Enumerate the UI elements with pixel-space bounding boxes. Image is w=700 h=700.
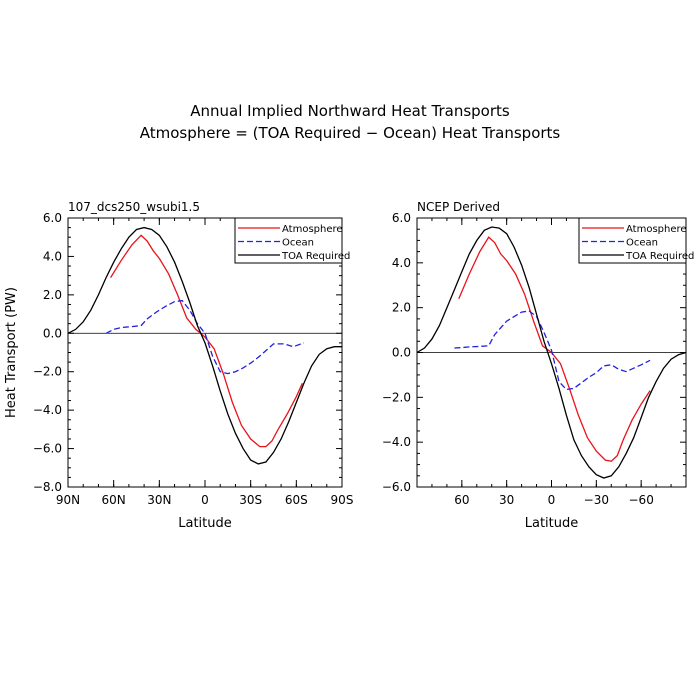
- y-tick-label: −2.0: [33, 365, 62, 379]
- legend-label: TOA Required: [281, 251, 350, 262]
- y-tick-label: −6.0: [382, 480, 411, 494]
- y-tick-label: 2.0: [43, 288, 62, 302]
- legend-label: TOA Required: [625, 251, 694, 262]
- legend-label: Atmosphere: [626, 224, 687, 235]
- y-tick-label: −8.0: [33, 480, 62, 494]
- x-tick-label: 60S: [285, 493, 308, 507]
- panel-title: NCEP Derived: [417, 200, 500, 214]
- legend-box: [578, 217, 687, 264]
- figure-subtitle: Atmosphere = (TOA Required − Ocean) Heat…: [140, 124, 561, 142]
- y-tick-label: −6.0: [33, 442, 62, 456]
- x-tick-label: 0: [548, 493, 556, 507]
- series-line-atmosphere: [110, 234, 303, 448]
- x-tick-label: 90N: [56, 493, 80, 507]
- x-tick-label: 30: [499, 493, 514, 507]
- y-tick-label: 6.0: [43, 211, 62, 225]
- figure-title: Annual Implied Northward Heat Transports: [190, 102, 510, 120]
- x-axis-label: Latitude: [525, 516, 579, 531]
- x-tick-label: 90S: [331, 493, 354, 507]
- y-tick-label: 4.0: [392, 256, 411, 270]
- panel-left: −8.0 −6.0 −4.0 −2.0 0.0 2.0 4.0 6.0 90N 60N 30N 0 30…: [4, 200, 353, 531]
- x-tick-label: −30: [584, 493, 609, 507]
- series-line-ocean: [454, 310, 651, 391]
- legend: Atmosphere Ocean TOA Required: [234, 217, 350, 264]
- y-axis-label: Heat Transport (PW): [4, 287, 19, 418]
- x-tick-label: 60N: [102, 493, 126, 507]
- x-tick-label: 60: [454, 493, 469, 507]
- y-tick-label: 0.0: [392, 346, 411, 360]
- series-line-toa-required: [67, 226, 342, 465]
- y-tick-label: 6.0: [392, 211, 411, 225]
- x-tick-label: 30S: [239, 493, 262, 507]
- series-line-atmosphere: [458, 236, 651, 462]
- x-axis-label: Latitude: [178, 516, 232, 531]
- y-tick-label: −4.0: [382, 435, 411, 449]
- y-tick-label: 0.0: [43, 326, 62, 340]
- x-tick-label: 0: [201, 493, 209, 507]
- y-tick-label: −4.0: [33, 403, 62, 417]
- y-tick-label: −2.0: [382, 390, 411, 404]
- legend-label: Ocean: [626, 238, 658, 249]
- legend-label: Ocean: [282, 238, 314, 249]
- y-tick-label: 2.0: [392, 301, 411, 315]
- series-line-ocean: [105, 299, 305, 375]
- y-tick-label: 4.0: [43, 249, 62, 263]
- x-tick-label: −60: [629, 493, 654, 507]
- x-tick-label: 30N: [147, 493, 171, 507]
- legend: Atmosphere Ocean TOA Required: [578, 217, 694, 264]
- panel-title: 107_dcs250_wsubi1.5: [68, 200, 200, 214]
- series-line-toa-required: [416, 226, 687, 479]
- legend-label: Atmosphere: [282, 224, 343, 235]
- panel-right: −6.0 −4.0 −2.0 0.0 2.0 4.0 6.0 60 30 0 −30 −60 Latit…: [382, 200, 694, 531]
